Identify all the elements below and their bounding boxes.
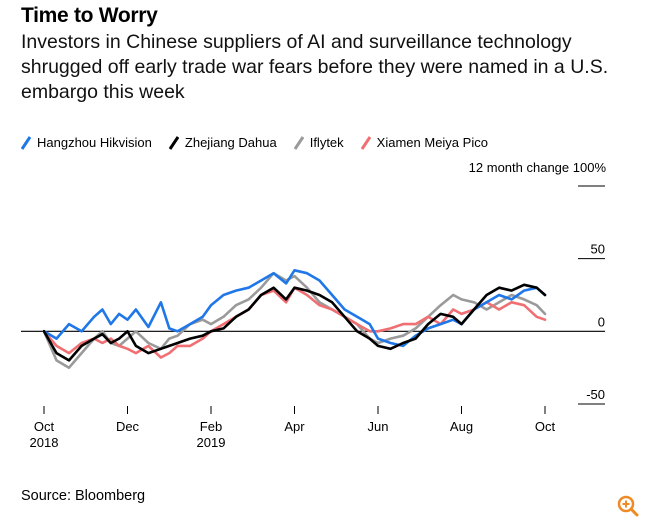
- series-line-zhejiang-dahua: [42, 283, 547, 362]
- legend-item-hikvision: Hangzhou Hikvision: [21, 135, 152, 150]
- zoom-in-icon[interactable]: [616, 494, 640, 518]
- x-tick-sublabel-2: 2019: [197, 435, 226, 450]
- legend-swatch-hikvision: [21, 135, 31, 150]
- legend-label-dahua: Zhejiang Dahua: [184, 135, 277, 150]
- legend-label-meiya-pico: Xiamen Meiya Pico: [376, 135, 488, 150]
- unit-label: 12 month change 100%: [468, 160, 606, 175]
- legend-label-hikvision: Hangzhou Hikvision: [37, 135, 152, 150]
- legend: Hangzhou Hikvision Zhejiang Dahua Iflyte…: [21, 135, 505, 150]
- legend-item-meiya-pico: Xiamen Meiya Pico: [360, 135, 488, 150]
- x-tick-label-0: Oct: [34, 419, 55, 434]
- chart-title: Time to Worry: [21, 4, 158, 27]
- x-tick-label-6: Oct: [535, 419, 556, 434]
- x-tick-label-5: Aug: [450, 419, 473, 434]
- x-tick-label-2: Feb: [200, 419, 222, 434]
- legend-swatch-meiya-pico: [360, 135, 371, 150]
- legend-item-iflytek: Iflytek: [293, 135, 344, 150]
- x-tick-label-4: Jun: [368, 419, 389, 434]
- y-tick-label-2: -50: [586, 387, 605, 402]
- source-note: Source: Bloomberg: [21, 488, 146, 504]
- x-tick-sublabel-0: 2018: [30, 435, 59, 450]
- y-tick-label-0: 50: [591, 242, 605, 257]
- series-line-xiamen-meiya-pico: [42, 286, 547, 359]
- legend-label-iflytek: Iflytek: [309, 135, 344, 150]
- legend-item-dahua: Zhejiang Dahua: [168, 135, 277, 150]
- chart-subtitle: Investors in Chinese suppliers of AI and…: [21, 31, 609, 103]
- series-line-hangzhou-hikvision: [42, 269, 547, 348]
- x-tick-label-3: Apr: [284, 419, 305, 434]
- legend-swatch-dahua: [168, 135, 179, 150]
- x-tick-label-1: Dec: [116, 419, 140, 434]
- series-line-iflytek: [42, 271, 547, 369]
- legend-swatch-iflytek: [293, 135, 304, 150]
- y-tick-label-1: 0: [598, 314, 605, 329]
